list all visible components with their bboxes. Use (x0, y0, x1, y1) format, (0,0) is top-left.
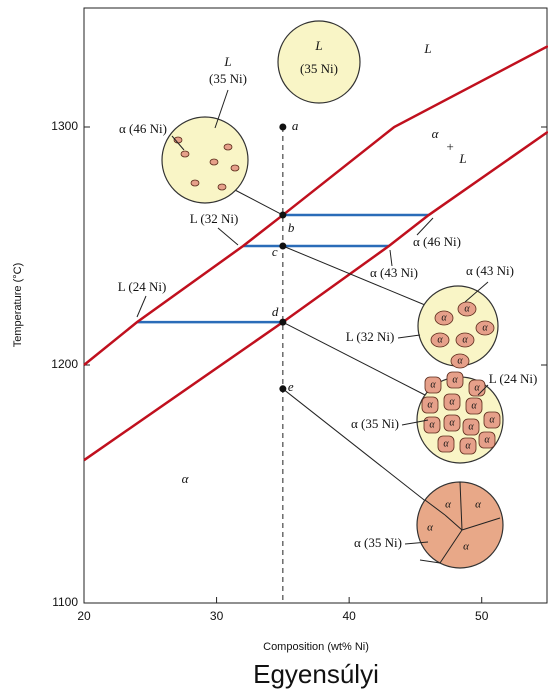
grain-label: α (464, 303, 470, 314)
microstructure-label: L (314, 38, 322, 53)
x-tick-label: 50 (475, 609, 489, 623)
microstructure-label: L (32 Ni) (346, 329, 395, 344)
y-tick-label: 1300 (51, 119, 78, 133)
state-point (279, 319, 286, 326)
y-tick-label: 1100 (52, 595, 78, 609)
region-label: + (446, 139, 455, 154)
microstructure-label: α (46 Ni) (119, 121, 167, 136)
grain-label: α (457, 355, 463, 366)
state-point (279, 124, 286, 131)
grain-label: α (465, 440, 471, 451)
microstructure-label: (35 Ni) (209, 71, 247, 86)
state-point (279, 385, 286, 392)
microstructure-label: (35 Ni) (300, 61, 338, 76)
grain (224, 144, 232, 150)
grain (191, 180, 199, 186)
state-point (279, 243, 286, 250)
state-point (279, 212, 286, 219)
grain-label: α (449, 417, 455, 428)
y-tick-label: 1200 (51, 357, 78, 371)
x-tick-label: 30 (210, 609, 224, 623)
point-label: d (272, 304, 279, 319)
grain-label: α (489, 414, 495, 425)
grain-label: α (427, 399, 433, 410)
grain-label: α (475, 499, 481, 511)
microstructure-label: L (24 Ni) (489, 371, 538, 386)
region-label: L (423, 41, 431, 56)
grain (210, 159, 218, 165)
grain-label: α (463, 541, 469, 553)
callout: α (43 Ni) (370, 265, 418, 280)
callout: L (32 Ni) (190, 211, 239, 226)
callout-arrow (390, 250, 392, 266)
region-label: α (182, 471, 190, 486)
region-label: α (432, 126, 440, 141)
y-axis-title: Temperature (°C) (12, 263, 24, 347)
microstructure-label: α (35 Ni) (351, 416, 399, 431)
grain-label: α (445, 499, 451, 511)
callout-arrow (137, 296, 146, 317)
chart: Composition (wt% Ni) Temperature (°C) Eg… (0, 0, 548, 693)
callout-arrow (218, 228, 238, 245)
grain-label: α (449, 396, 455, 407)
callout: α (46 Ni) (413, 234, 461, 249)
microstructure-label: L (223, 54, 231, 69)
leader-line (235, 190, 283, 215)
caption: Egyensúlyi (253, 659, 379, 689)
grain-label: α (443, 438, 449, 449)
point-label: b (288, 220, 295, 235)
grain (231, 165, 239, 171)
callout: L (24 Ni) (118, 279, 167, 294)
callout-arrow (417, 218, 433, 235)
x-axis-title: Composition (wt% Ni) (263, 641, 369, 653)
x-tick-label: 40 (342, 609, 356, 623)
grain-label: α (429, 419, 435, 430)
grain-label: α (452, 374, 458, 385)
point-label: a (292, 118, 299, 133)
grain-label: α (468, 421, 474, 432)
region-label: L (458, 151, 466, 166)
microstructure (162, 117, 248, 203)
grain-label: α (482, 322, 488, 333)
grain-label: α (474, 382, 480, 393)
grain (181, 151, 189, 157)
grain-label: α (484, 434, 490, 445)
grain-label: α (471, 400, 477, 411)
grain-label: α (427, 522, 433, 534)
point-label: c (272, 244, 278, 259)
microstructure-label: α (43 Ni) (466, 263, 514, 278)
point-label: e (288, 379, 294, 394)
grain-label: α (462, 334, 468, 345)
grain-label: α (441, 312, 447, 323)
leader-line (283, 389, 428, 503)
microstructure-label: α (35 Ni) (354, 535, 402, 550)
grain-label: α (430, 379, 436, 390)
x-tick-label: 20 (77, 609, 91, 623)
grain (218, 184, 226, 190)
label-arrow (398, 335, 420, 338)
grain-label: α (437, 334, 443, 345)
